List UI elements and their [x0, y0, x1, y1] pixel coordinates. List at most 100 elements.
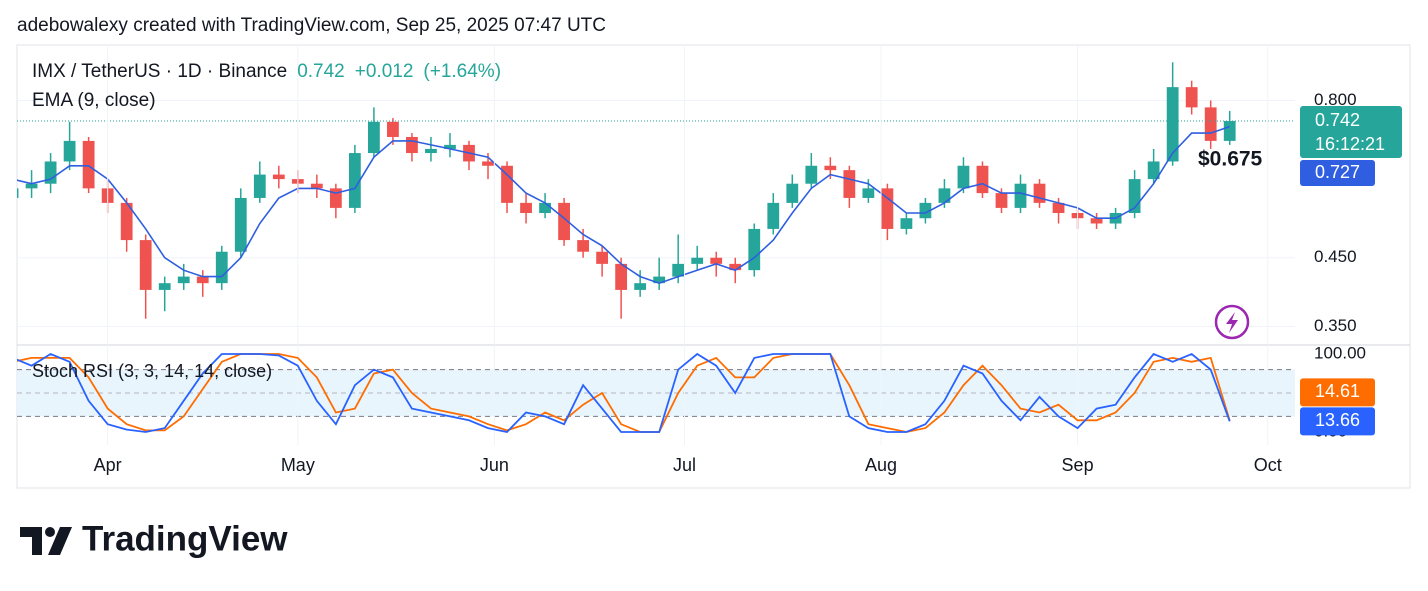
stoch-line: [17, 352, 1231, 433]
ema-line: [17, 125, 1230, 285]
candle-body: [843, 170, 856, 198]
countdown: 16:12:21: [1315, 134, 1385, 154]
candle-body: [158, 283, 171, 290]
candle-body: [710, 257, 723, 264]
candle-body: [957, 165, 970, 189]
stoch-line: [17, 353, 1231, 433]
lightning-icon: [1214, 304, 1250, 340]
candle-body: [1204, 107, 1217, 141]
ema-label-box: [1300, 160, 1375, 187]
stoch-label: 14.61: [1315, 381, 1360, 401]
legend-title: IMX / TetherUS · 1D · Binance: [32, 61, 287, 82]
y-tick-label: 0.350: [1314, 316, 1357, 335]
candle-body: [615, 263, 628, 290]
candle-body: [900, 218, 913, 229]
legend-entry: EMA (9, close): [32, 90, 156, 111]
candle-body: [120, 202, 133, 241]
candle-body: [1033, 183, 1046, 203]
candle-body: [824, 165, 837, 171]
candle-body: [406, 136, 418, 154]
candle-body: [577, 240, 589, 252]
price-pane: [17, 45, 1295, 345]
candle-body: [995, 193, 1008, 208]
logo-icon: [20, 527, 72, 555]
x-tick-label: Jul: [673, 455, 696, 475]
candle-body: [520, 202, 532, 214]
x-tick-label: Aug: [865, 455, 897, 475]
stoch-label: 13.66: [1315, 410, 1360, 430]
candle-body: [539, 202, 551, 214]
candle-body: [329, 188, 342, 208]
legend-close: 0.742: [297, 61, 345, 82]
candle-body: [748, 228, 761, 271]
candle-body: [558, 202, 570, 241]
candle-body: [1014, 183, 1027, 208]
y-tick-label: 0.450: [1314, 247, 1357, 266]
frame: [16, 44, 1411, 489]
stoch-pane: [17, 345, 1295, 445]
credit: adebowalexy created with TradingView.com…: [17, 15, 606, 36]
overlay: 0.350 0.450 0.800 EMA (9, close) 0.727 0.742 1…: [32, 61, 1402, 475]
logo-text: TradingView: [82, 519, 288, 558]
candle-body: [501, 165, 513, 203]
candle-body: [368, 121, 380, 154]
candle-body: [672, 263, 685, 277]
x-tick-label: Oct: [1254, 455, 1282, 475]
annotation: $0.675: [1198, 148, 1263, 171]
y-tick-label: 100.00: [1314, 343, 1366, 362]
candle-body: [729, 263, 742, 271]
candle-body: [1147, 161, 1160, 180]
candle-body: [387, 121, 399, 137]
candle-body: [348, 153, 361, 208]
candle-body: [44, 161, 57, 184]
candle-body: [272, 174, 285, 180]
candle-body: [919, 202, 932, 219]
candle-body: [177, 276, 190, 284]
candle-body: [653, 276, 666, 284]
candle-body: [634, 283, 647, 290]
candle-body: [234, 197, 247, 252]
last-price-box: [1300, 106, 1402, 159]
x-tick-label: Sep: [1062, 455, 1094, 475]
candle-body: [976, 165, 989, 194]
candle-body: [17, 188, 19, 198]
stoch-label-box: [1300, 407, 1375, 436]
candle-body: [691, 257, 704, 264]
candle-body: [1128, 179, 1141, 214]
candle-body: [25, 183, 38, 189]
candle-body: [1166, 87, 1179, 162]
x-tick-label: May: [281, 455, 315, 475]
candle-body: [862, 188, 875, 198]
candle-body: [444, 144, 456, 149]
candle-body: [881, 188, 894, 229]
candle-body: [1223, 121, 1236, 141]
candle-body: [805, 165, 818, 184]
candle-body: [596, 251, 609, 264]
candle-body: [1052, 202, 1065, 214]
last-price-label: 0.742: [1315, 110, 1360, 130]
candle-body: [82, 140, 95, 189]
stoch-label-box: [1300, 378, 1375, 407]
pane-title: Stoch RSI (3, 3, 14, 14, close): [32, 361, 272, 381]
candle-body: [1090, 218, 1103, 224]
legend-change-pct: (+1.64%): [423, 61, 501, 82]
candle-body: [767, 202, 780, 229]
ema-label: 0.727: [1315, 162, 1360, 182]
x-tick-label: Jun: [480, 455, 509, 475]
candle-body: [139, 240, 152, 290]
x-tick-label: Apr: [94, 455, 122, 475]
candle-body: [786, 183, 799, 203]
candle-body: [215, 251, 228, 284]
candle-body: [1185, 87, 1198, 108]
candle-body: [253, 174, 266, 198]
candle-body: [938, 188, 951, 203]
candle-body: [310, 183, 323, 189]
candle-body: [425, 148, 437, 154]
y-tick-label: 0.800: [1314, 90, 1357, 109]
candle-body: [482, 161, 494, 166]
legend-change: +0.012: [355, 61, 414, 82]
candle-body: [63, 140, 76, 162]
candle-body: [196, 276, 209, 284]
